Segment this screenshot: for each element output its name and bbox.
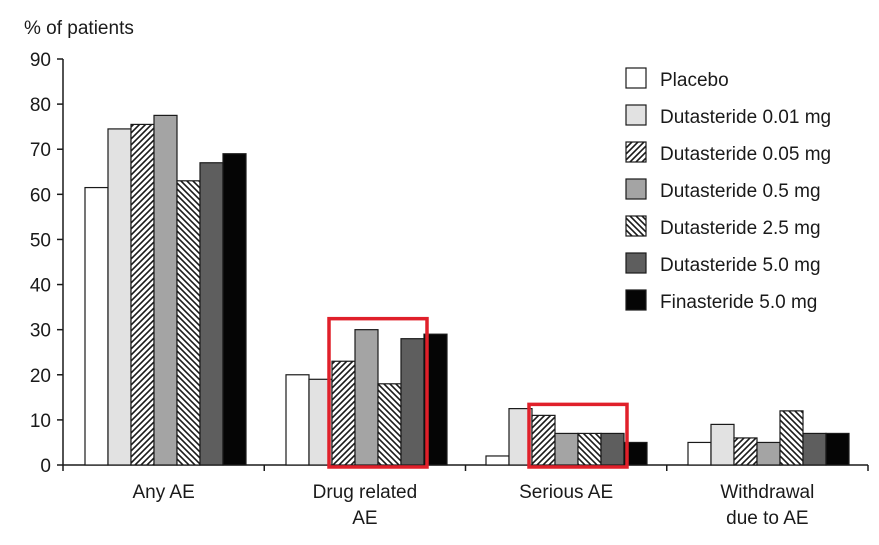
x-category-label: Drug related: [313, 482, 418, 503]
y-tick-label: 20: [30, 366, 51, 387]
y-tick-label: 50: [30, 230, 51, 251]
legend-label: Dutasteride 2.5 mg: [660, 218, 821, 239]
highlight-boxes: [327, 316, 629, 469]
legend-label: Dutasteride 0.01 mg: [660, 107, 831, 128]
x-category-label: Serious AE: [519, 482, 613, 503]
bar: [153, 114, 178, 466]
bar: [130, 123, 155, 466]
bar: [779, 410, 804, 466]
bar: [199, 162, 224, 466]
x-category-label: Withdrawal: [720, 482, 814, 503]
bar: [377, 383, 402, 466]
bar: [485, 455, 510, 466]
legend-swatch: [625, 178, 647, 200]
bar: [825, 432, 850, 466]
bar: [400, 338, 425, 466]
bar: [623, 441, 648, 466]
y-tick-label: 30: [30, 321, 51, 342]
y-tick-label: 90: [30, 50, 51, 71]
legend-swatch: [625, 252, 647, 274]
legend-label: Dutasteride 0.05 mg: [660, 144, 831, 165]
bar: [84, 186, 109, 466]
highlight-box: [327, 316, 429, 469]
bar: [577, 432, 602, 466]
y-tick-label: 70: [30, 140, 51, 161]
legend-label: Dutasteride 0.5 mg: [660, 181, 821, 202]
legend-label: Placebo: [660, 70, 729, 91]
bars: [84, 114, 850, 466]
bar: [531, 414, 556, 466]
bar: [554, 432, 579, 466]
y-axis-title: % of patients: [24, 18, 134, 39]
y-tick-label: 80: [30, 95, 51, 116]
x-category-label: Any AE: [132, 482, 194, 503]
highlight-box: [527, 402, 629, 469]
bar: [285, 374, 310, 466]
y-tick-label: 10: [30, 411, 51, 432]
bar: [802, 432, 827, 466]
x-category-label: due to AE: [726, 508, 808, 529]
legend-swatch: [625, 289, 647, 311]
bar: [222, 153, 247, 466]
bar: [331, 360, 356, 466]
axes: 0 10 20 30 40 50 60 70 80 90: [30, 50, 869, 477]
legend-label: Finasteride 5.0 mg: [660, 292, 817, 313]
y-tick-label: 60: [30, 185, 51, 206]
y-tick-label: 40: [30, 276, 51, 297]
legend-swatch: [625, 67, 647, 89]
y-tick-label: 0: [40, 456, 51, 477]
bar: [687, 441, 712, 466]
legend: Placebo Dutasteride 0.01 mg Dutasteride 0.…: [625, 67, 831, 313]
bar: [710, 423, 735, 466]
bar: [107, 128, 132, 466]
bar: [354, 329, 379, 466]
legend-swatch: [625, 141, 647, 163]
bar: [423, 333, 448, 466]
bar: [733, 437, 758, 466]
bar: [756, 441, 781, 466]
legend-swatch: [625, 215, 647, 237]
bar: [600, 432, 625, 466]
x-axis-labels: Any AE Drug related AE Serious AE Withdrawal…: [132, 482, 814, 529]
bar: [176, 180, 201, 466]
legend-swatch: [625, 104, 647, 126]
legend-label: Dutasteride 5.0 mg: [660, 255, 821, 276]
x-category-label: AE: [352, 508, 377, 529]
